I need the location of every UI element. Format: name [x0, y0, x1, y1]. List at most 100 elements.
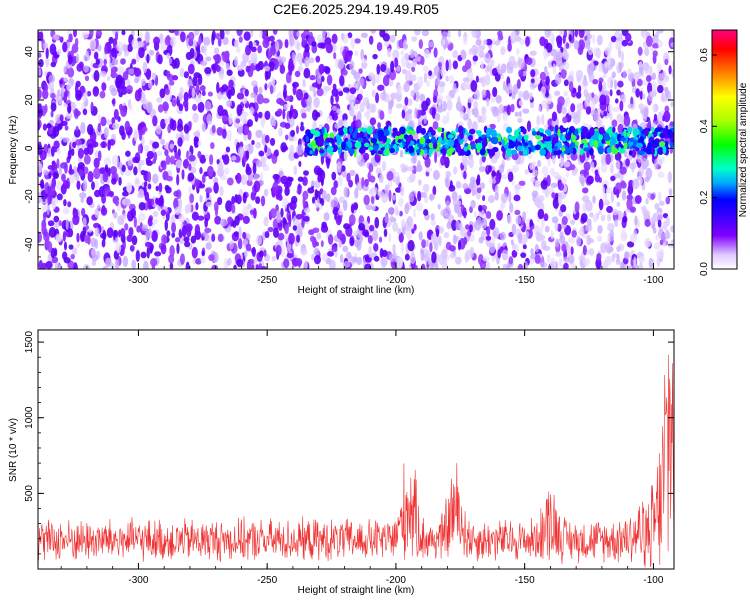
- heatmap-cell: [200, 256, 206, 264]
- heatmap-cell: [315, 55, 321, 63]
- heatmap-cell: [607, 76, 612, 89]
- heatmap-cell: [573, 263, 577, 269]
- heatmap-cell: [316, 167, 323, 177]
- heatmap-cell: [620, 229, 627, 242]
- heatmap-cell: [188, 154, 196, 162]
- heatmap-cell: [252, 162, 257, 175]
- heatmap-cell: [115, 198, 119, 207]
- heatmap-cell: [263, 188, 269, 197]
- heatmap-cell-band: [659, 132, 667, 139]
- heatmap-cell: [94, 180, 99, 189]
- heatmap-cell: [141, 224, 148, 232]
- heatmap-cell: [482, 114, 487, 123]
- heatmap-cell-band: [522, 149, 528, 157]
- heatmap-cell: [164, 184, 170, 191]
- heatmap-cell: [562, 116, 568, 124]
- heatmap-cell: [638, 103, 645, 110]
- heatmap-cell: [48, 172, 52, 179]
- heatmap-cell: [437, 203, 441, 210]
- heatmap-cell: [432, 185, 437, 196]
- heatmap-cell: [75, 139, 82, 146]
- heatmap-cell: [425, 166, 433, 173]
- heatmap-cell: [355, 119, 362, 129]
- heatmap-cell: [368, 245, 373, 258]
- heatmap-cell: [610, 175, 616, 182]
- heatmap-cell: [592, 195, 596, 204]
- heatmap-cell: [110, 72, 118, 79]
- heatmap-cell: [567, 254, 575, 264]
- heatmap-cell: [600, 163, 608, 173]
- heatmap-cell: [598, 198, 604, 211]
- heatmap-cell: [506, 83, 513, 94]
- heatmap-cell: [156, 97, 163, 103]
- heatmap-cell: [434, 151, 438, 164]
- heatmap-cell: [193, 72, 201, 79]
- heatmap-cell: [140, 169, 146, 176]
- heatmap-cell: [316, 87, 324, 97]
- heatmap-cell: [52, 171, 59, 180]
- heatmap-cell: [130, 208, 137, 219]
- heatmap-cell: [56, 147, 61, 155]
- heatmap-cell: [197, 101, 205, 113]
- heatmap-cell: [83, 264, 90, 269]
- heatmap-cell: [337, 176, 343, 187]
- heatmap-cell: [408, 192, 415, 203]
- colorbar-tick-label: 0.0: [699, 262, 710, 276]
- heatmap-cell: [575, 91, 582, 99]
- heatmap-cell: [560, 46, 564, 53]
- heatmap-cell: [164, 149, 169, 157]
- heatmap-cell: [153, 36, 160, 46]
- heatmap-cell: [561, 216, 568, 226]
- heatmap-cell: [198, 35, 202, 46]
- heatmap-cell: [451, 191, 458, 202]
- heatmap-cell: [655, 234, 660, 241]
- heatmap-cell: [311, 40, 317, 47]
- heatmap-cell: [402, 105, 407, 111]
- heatmap-cell: [590, 100, 596, 111]
- heatmap-cell: [161, 234, 168, 245]
- heatmap-cell: [664, 229, 670, 240]
- heatmap-cell: [214, 205, 219, 218]
- heatmap-cell: [110, 166, 117, 175]
- heatmap-cell: [436, 106, 444, 113]
- heatmap-cell: [59, 36, 64, 43]
- heatmap-cell: [522, 244, 527, 250]
- heatmap-cell: [173, 190, 180, 197]
- heatmap-cell: [645, 35, 653, 47]
- heatmap-cell-band: [357, 137, 364, 142]
- heatmap-cell: [245, 232, 251, 240]
- heatmap-cell: [550, 229, 554, 240]
- heatmap-cell: [197, 150, 202, 159]
- heatmap-cell: [280, 56, 287, 64]
- heatmap-cell: [44, 70, 48, 77]
- heatmap-cell: [38, 31, 43, 42]
- heatmap-cell: [98, 114, 102, 123]
- heatmap-cell: [304, 43, 310, 53]
- heatmap-cell: [103, 58, 107, 66]
- heatmap-cell: [258, 86, 263, 95]
- heatmap-cell: [495, 175, 501, 184]
- heatmap-cell: [342, 113, 348, 122]
- heatmap-cell: [371, 89, 376, 98]
- heatmap-cell: [197, 215, 205, 221]
- heatmap-cell: [479, 182, 486, 190]
- heatmap-cell: [401, 109, 406, 119]
- heatmap-cell-band: [636, 142, 644, 149]
- heatmap-cell: [224, 30, 231, 36]
- heatmap-cell: [654, 158, 658, 170]
- heatmap-cell: [627, 103, 635, 109]
- heatmap-cell: [627, 265, 632, 269]
- heatmap-cell: [477, 45, 485, 53]
- heatmap-cell: [74, 110, 81, 117]
- chart-title: C2E6.2025.294.19.49.R05: [273, 1, 439, 17]
- heatmap-cell: [427, 257, 431, 265]
- heatmap-cell: [251, 80, 258, 87]
- heatmap-cell: [106, 119, 112, 126]
- heatmap-cell: [181, 169, 185, 180]
- heatmap-cell-band: [571, 147, 577, 155]
- heatmap-cell: [507, 42, 512, 52]
- heatmap-cell: [537, 208, 545, 220]
- heatmap-cell: [421, 100, 429, 112]
- heatmap-cell: [217, 233, 224, 243]
- heatmap-cell: [354, 238, 360, 248]
